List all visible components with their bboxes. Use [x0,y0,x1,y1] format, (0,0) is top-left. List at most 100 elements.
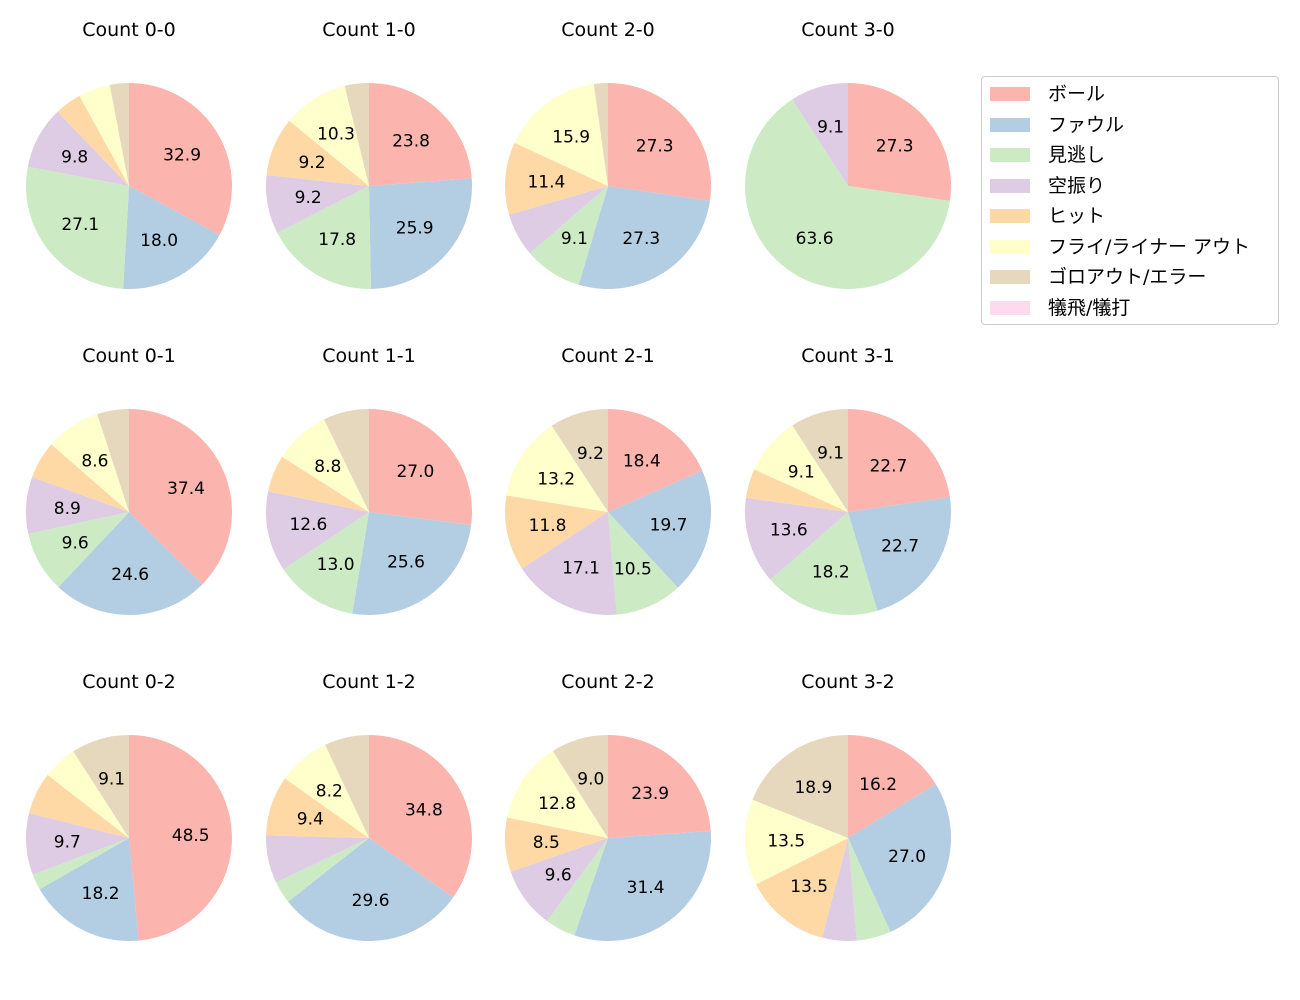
slice-label: 27.0 [396,462,434,482]
pie-slice [756,838,848,938]
pie-slice [551,409,608,512]
legend-label: 空振り [1048,174,1106,197]
legend-label: ボール [1048,83,1106,105]
slice-label: 12.8 [538,794,576,814]
legend-item: 見逃し [982,140,1278,170]
pie-slice [745,99,950,289]
legend-item: フライ/ライナー アウト [982,232,1278,262]
pie-title: Count 2-0 [561,19,655,41]
slice-label: 18.2 [812,562,850,582]
pie-slice [277,186,371,289]
pie-slice [514,83,608,186]
pie-title: Count 1-2 [322,671,416,693]
pie-slice [754,425,848,512]
slice-label: 15.9 [552,127,590,147]
slice-label: 29.6 [352,891,390,911]
pie-title: Count 3-2 [801,671,895,693]
slice-label: 23.9 [631,784,669,804]
pie-slice [792,409,848,512]
slice-label: 18.9 [794,778,832,798]
pie-slice [73,734,129,838]
slice-label: 10.5 [614,560,652,580]
legend-swatch [990,209,1030,223]
slice-label: 9.1 [817,118,844,138]
pie-slice [288,838,454,941]
pie-slice [289,85,369,186]
slice-label: 9.2 [295,188,322,208]
slice-label: 9.8 [61,148,88,168]
pie-title: Count 1-0 [322,19,416,41]
pie-chart: Count 3-2 16.2 27.0 13.5 13.5 18.9 [745,671,952,942]
pie-slice [529,186,608,285]
slice-label: 18.4 [623,451,661,471]
pie-slice [32,838,130,890]
slice-label: 9.6 [545,866,572,886]
legend-label: フライ/ライナー アウト [1048,235,1251,258]
pie-slice [27,111,129,186]
pie-slice [265,835,369,883]
legend-swatch [990,178,1030,193]
pie-slice [504,817,608,872]
pie-slice [521,512,617,616]
pie-slice [509,186,608,254]
pie-slice [848,735,936,838]
pie-slice [369,409,473,525]
pie-slice [282,419,369,512]
slice-label: 24.6 [111,565,149,585]
pie-slice [57,95,129,186]
pie-slice [266,175,369,233]
legend-swatch [990,300,1030,315]
slice-label: 8.9 [54,499,81,519]
pie-chart: Count 3-0 27.3 63.6 9.1 [745,19,952,289]
slice-label: 13.0 [317,555,355,575]
legend-item: 犠飛/犠打 [982,293,1278,323]
slice-label: 9.2 [298,153,325,173]
slice-label: 17.8 [318,230,356,250]
pie-chart: Count 1-2 34.8 29.6 9.4 8.2 [265,671,472,941]
pie-slice [323,409,369,512]
pie-slice [744,497,848,580]
slice-label: 18.2 [82,884,120,904]
pie-slice [284,744,369,838]
pie-title: Count 3-1 [801,345,895,367]
slice-label: 12.6 [289,515,327,535]
slice-label: 27.1 [61,215,99,235]
pie-slice [822,838,857,942]
legend-item: ファウル [982,110,1278,140]
pie-slice [25,166,129,289]
slice-label: 22.7 [881,536,919,556]
pie-slice [745,799,848,885]
pie-slice [848,838,891,941]
slice-label: 27.3 [636,137,674,157]
slice-label: 13.5 [767,832,805,852]
slice-label: 9.1 [788,463,815,483]
slice-label: 37.4 [167,479,205,499]
slice-label: 11.4 [527,172,565,192]
slice-label: 9.1 [561,229,588,249]
pie-slice [578,186,710,290]
slice-label: 10.3 [317,125,355,145]
legend-label: ヒット [1048,205,1106,227]
pie-slice [39,838,139,941]
pie-slice [752,735,848,838]
pie-slice [552,735,608,838]
legend-item: ヒット [982,201,1278,231]
slice-label: 27.3 [622,229,660,249]
pie-slice [608,83,712,201]
slice-label: 8.2 [316,782,343,802]
pie-slice [507,751,608,838]
legend-label: 犠飛/犠打 [1048,296,1131,319]
pie-slice [608,470,711,588]
slice-label: 48.5 [172,826,210,846]
pie-chart: Count 2-2 23.9 31.4 9.6 8.5 12.89.0 [504,671,711,941]
slice-label: 31.4 [627,878,665,898]
pie-slice [79,84,129,186]
pie-slice [369,178,473,289]
pie-slice [344,83,369,186]
pie-slice [123,186,220,290]
pie-chart: Count 3-1 22.7 22.7 18.2 13.6 9.19.1 [744,345,952,616]
pie-slice [506,425,608,512]
pie-slice [268,456,369,512]
slice-label: 32.9 [163,145,201,165]
